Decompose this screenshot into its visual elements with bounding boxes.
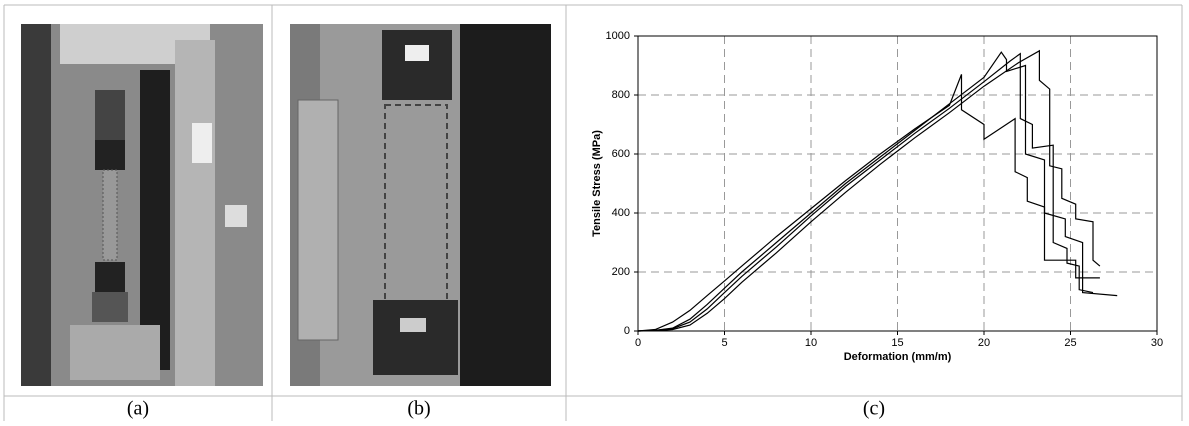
y-tick-label: 0: [624, 325, 630, 337]
x-tick-label: 10: [805, 337, 817, 349]
photo-b: [290, 24, 551, 386]
y-tick-label: 200: [612, 266, 630, 278]
x-tick-label: 15: [891, 337, 903, 349]
y-tick-label: 1000: [606, 30, 630, 42]
caption: (a): [127, 398, 149, 420]
x-tick-label: 5: [721, 337, 727, 349]
data-line: [637, 74, 1100, 332]
x-tick-label: 25: [1064, 337, 1076, 349]
frame: [3, 4, 1183, 421]
x-tick-label: 0: [635, 337, 641, 349]
y-tick-label: 600: [612, 148, 630, 160]
data-line: [637, 49, 1101, 332]
y-axis-label: Tensile Stress (MPa): [591, 130, 603, 237]
photo-a: [21, 24, 263, 386]
caption: (c): [863, 398, 885, 420]
data-line: [637, 52, 1094, 332]
data-line: [637, 51, 1118, 332]
x-axis-label: Deformation (mm/m): [844, 351, 952, 363]
caption: (b): [407, 398, 430, 420]
axes-frame: [637, 35, 1158, 332]
y-tick-label: 400: [612, 207, 630, 219]
x-tick-label: 20: [978, 337, 990, 349]
y-tick-label: 800: [612, 89, 630, 101]
x-tick-label: 30: [1151, 337, 1163, 349]
